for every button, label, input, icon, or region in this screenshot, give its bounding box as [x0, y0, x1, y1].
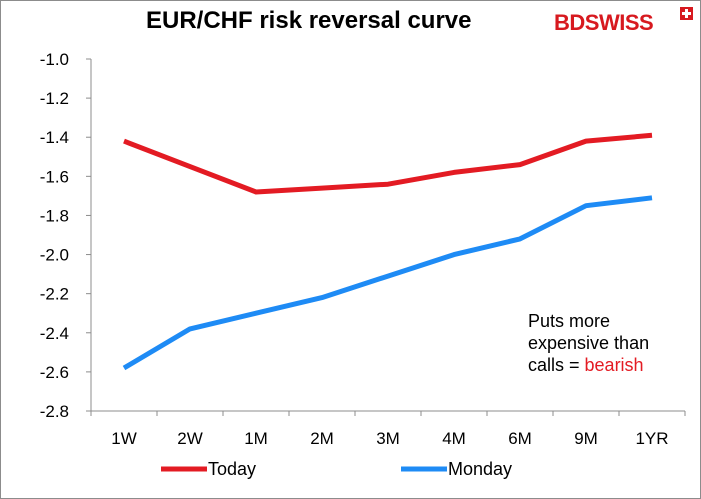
- series-line-today: [123, 132, 653, 195]
- brand-bd: BD: [554, 10, 585, 35]
- y-tick-label: -2.0: [40, 246, 69, 265]
- x-tick-label: 2M: [310, 429, 334, 448]
- annotation-highlight: bearish: [584, 355, 644, 375]
- y-tick-label: -2.2: [40, 285, 69, 304]
- annotation-prefix: calls =: [528, 355, 585, 375]
- swiss-cross-icon: [680, 7, 693, 20]
- y-tick-label: -1.6: [40, 167, 69, 186]
- x-tick-label: 1M: [244, 429, 268, 448]
- y-tick-label: -2.6: [40, 363, 69, 382]
- annotation-line-3: calls = bearish: [528, 354, 649, 376]
- x-tick-label: 3M: [376, 429, 400, 448]
- y-tick-label: -2.4: [40, 324, 69, 343]
- chart-annotation: Puts more expensive than calls = bearish: [528, 310, 649, 376]
- y-tick-label: -2.8: [40, 402, 69, 421]
- x-tick-label: 2W: [177, 429, 203, 448]
- brand-swiss: SWISS: [584, 10, 654, 35]
- brand-logo: BDSWISS: [554, 7, 693, 36]
- chart-title: EUR/CHF risk reversal curve: [146, 7, 472, 34]
- series-line-monday: [122, 195, 653, 371]
- x-tick-label: 9M: [574, 429, 598, 448]
- x-tick-label: 6M: [508, 429, 532, 448]
- y-tick-label: -1.8: [40, 206, 69, 225]
- legend-label-today: Today: [208, 459, 256, 479]
- y-tick-label: -1.4: [40, 128, 69, 147]
- y-tick-label: -1.0: [40, 50, 69, 69]
- y-tick-label: -1.2: [40, 89, 69, 108]
- x-tick-label: 4M: [442, 429, 466, 448]
- annotation-line-2: expensive than: [528, 333, 650, 353]
- annotation-line-1: Puts more: [528, 311, 611, 331]
- x-tick-label: 1W: [111, 429, 137, 448]
- legend-label-monday: Monday: [448, 459, 512, 479]
- x-tick-label: 1YR: [635, 429, 668, 448]
